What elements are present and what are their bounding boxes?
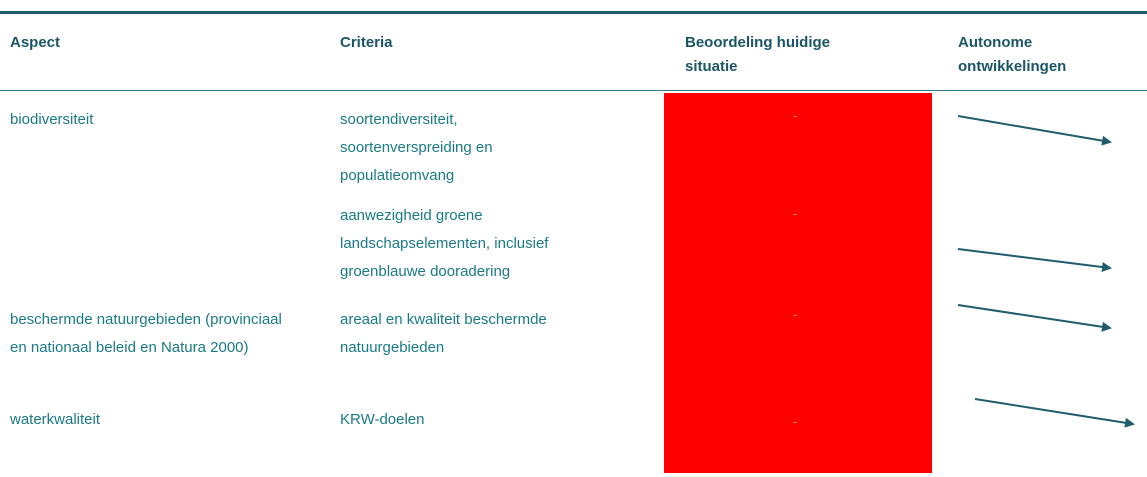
criteria: soortendiversiteit, soortenverspreiding … <box>340 111 493 184</box>
header-cell: Beoordeling huidige situatie <box>685 34 830 75</box>
header-cell: Criteria <box>340 34 393 51</box>
top-rule <box>0 11 1147 14</box>
aspect: biodiversiteit <box>10 111 94 128</box>
criteria: aanwezigheid groene landschapselementen,… <box>340 207 549 280</box>
rating: - <box>793 414 798 429</box>
rating: - <box>793 108 798 123</box>
rating: - <box>793 307 798 322</box>
rating-fill <box>664 93 932 473</box>
trend-arrow <box>957 248 1112 272</box>
aspect: beschermde natuurgebieden (provinciaal e… <box>10 311 282 356</box>
header-cell: Aspect <box>10 34 61 51</box>
trend-arrow <box>957 115 1112 146</box>
criteria: KRW-doelen <box>340 411 425 428</box>
trend-arrow <box>974 398 1135 428</box>
header-cell: Autonome ontwikkelingen <box>958 34 1067 75</box>
criteria: areaal en kwaliteit beschermde natuurgeb… <box>340 311 547 356</box>
trend-arrow <box>957 304 1112 332</box>
aspect: waterkwaliteit <box>10 411 101 428</box>
header-rule <box>0 90 1147 91</box>
rating: - <box>793 206 798 221</box>
